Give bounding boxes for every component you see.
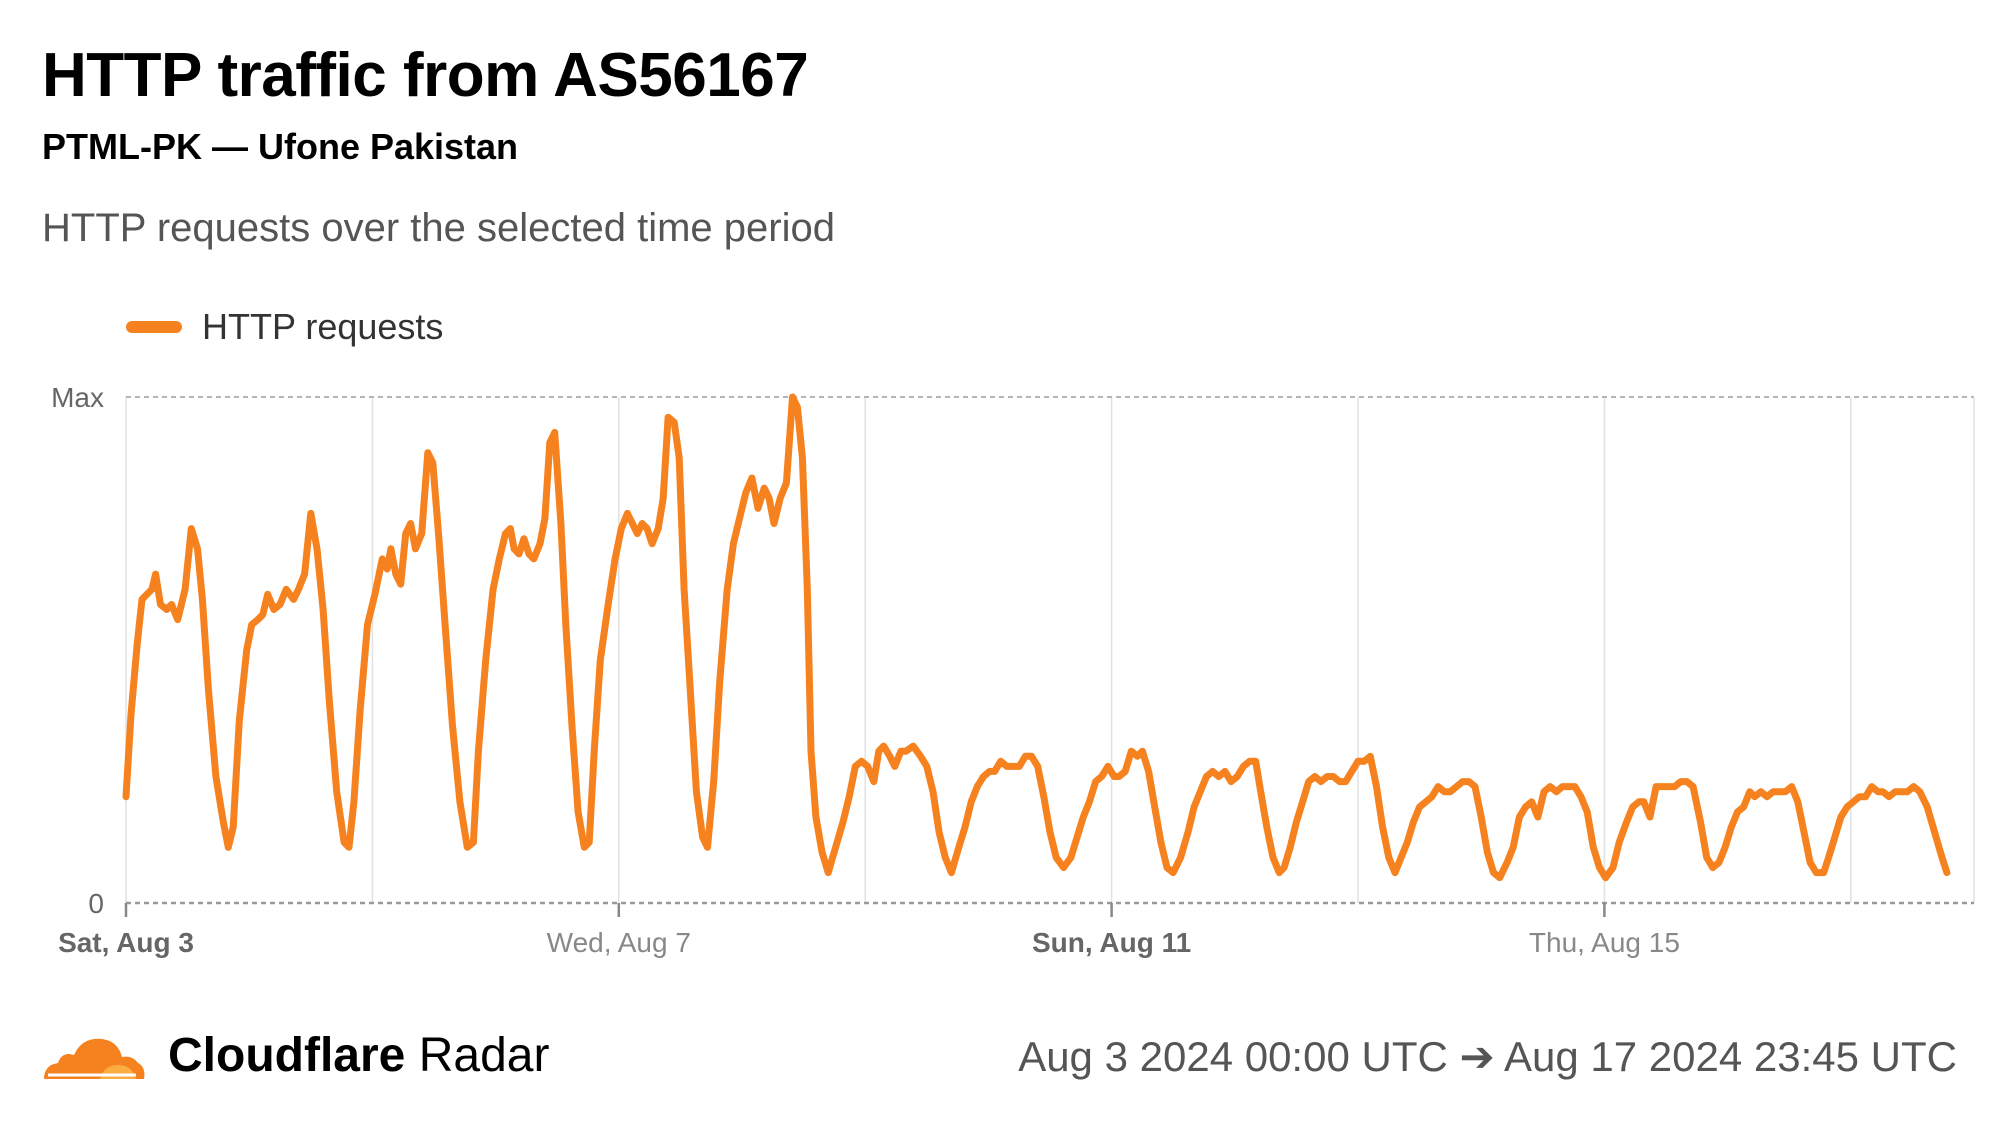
legend-label: HTTP requests — [202, 306, 444, 347]
chart-axes — [124, 901, 1974, 917]
brand-bold: Cloudflare — [168, 1029, 406, 1082]
chart-description: HTTP requests over the selected time per… — [42, 206, 835, 250]
legend-swatch — [126, 321, 182, 333]
date-range: Aug 3 2024 00:00 UTC ➔ Aug 17 2024 23:45… — [1018, 1033, 1957, 1080]
series-line-http-requests — [122, 393, 1951, 882]
chart-series — [122, 393, 1951, 882]
brand-light: Radar — [418, 1029, 550, 1082]
page-subtitle: PTML-PK — Ufone Pakistan — [42, 126, 519, 167]
x-tick-label: Sat, Aug 3 — [58, 927, 194, 958]
chart-tick-labels: Max 0 Sat, Aug 3 Wed, Aug 7 Sun, Aug 11 Thu, … — [51, 382, 1680, 958]
y-tick-label: Max — [51, 382, 104, 413]
y-tick-label: 0 — [88, 888, 104, 919]
page-title: HTTP traffic from AS56167 — [42, 41, 809, 110]
brand-name: Cloudflare Radar — [168, 1028, 549, 1083]
chart-grid — [125, 396, 1975, 903]
cloudflare-radar-logo[interactable]: Cloudflare Radar — [40, 1028, 549, 1083]
x-tick-label: Thu, Aug 15 — [1529, 927, 1680, 958]
x-tick-label: Sun, Aug 11 — [1032, 927, 1191, 958]
x-tick-label: Wed, Aug 7 — [547, 927, 691, 958]
chart-legend[interactable]: HTTP requests — [126, 306, 443, 348]
cloudflare-cloud-icon — [44, 1038, 145, 1079]
